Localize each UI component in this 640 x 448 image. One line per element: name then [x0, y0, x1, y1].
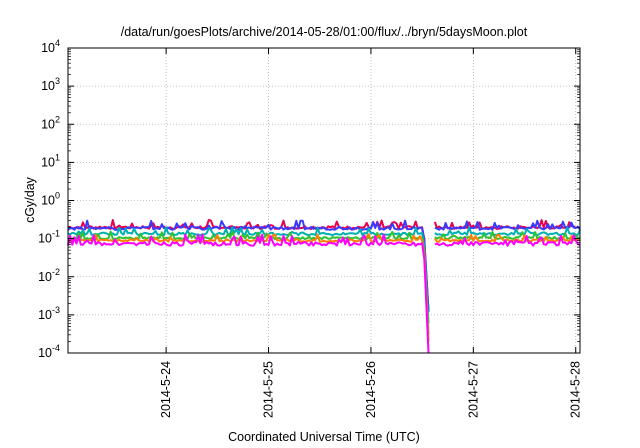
y-tick-base: 10 — [38, 270, 52, 284]
y-tick-label: 10-1 — [38, 229, 60, 246]
ticks: 10-410-310-210-11001011021031042014-5-24… — [38, 38, 583, 418]
y-tick-label: 10-2 — [38, 267, 60, 284]
y-tick-exponent: -4 — [52, 343, 60, 353]
series-line-2-a — [67, 226, 430, 324]
series-line-3-a — [67, 230, 430, 335]
y-tick-label: 10-3 — [38, 305, 60, 322]
x-tick-label: 2014-5-25 — [262, 361, 276, 418]
y-tick-exponent: -1 — [52, 229, 60, 239]
y-tick-exponent: 3 — [55, 76, 60, 86]
series-group — [67, 219, 581, 354]
chart-title: /data/run/goesPlots/archive/2014-05-28/0… — [121, 25, 528, 39]
y-axis-label: cGy/day — [23, 176, 37, 223]
x-axis-label: Coordinated Universal Time (UTC) — [228, 430, 420, 444]
series-line-1-b — [434, 219, 581, 231]
y-tick-base: 10 — [41, 79, 55, 93]
series-line-5-b — [434, 234, 581, 247]
y-tick-base: 10 — [38, 346, 52, 360]
series-line-5-a — [67, 233, 430, 354]
y-tick-base: 10 — [41, 155, 55, 169]
y-tick-base: 10 — [41, 194, 55, 208]
grid — [68, 48, 580, 353]
series-line-4-a — [67, 233, 430, 342]
series-line-2-b — [434, 226, 581, 237]
y-tick-exponent: 1 — [55, 152, 60, 162]
series-line-3-b — [434, 231, 581, 241]
x-tick-label: 2014-5-24 — [159, 361, 173, 418]
y-tick-base: 10 — [41, 117, 55, 131]
y-tick-label: 100 — [41, 191, 60, 208]
y-tick-exponent: 4 — [55, 38, 60, 48]
series-line-4-b — [434, 233, 581, 243]
y-tick-exponent: 0 — [55, 191, 60, 201]
y-tick-label: 101 — [41, 152, 60, 169]
y-tick-label: 103 — [41, 76, 60, 93]
y-tick-exponent: -2 — [52, 267, 60, 277]
y-tick-exponent: -3 — [52, 305, 60, 315]
x-tick-label: 2014-5-26 — [364, 361, 378, 418]
y-tick-base: 10 — [38, 308, 52, 322]
y-tick-base: 10 — [41, 41, 55, 55]
y-tick-exponent: 2 — [55, 114, 60, 124]
y-tick-label: 10-4 — [38, 343, 60, 360]
y-tick-label: 104 — [41, 38, 60, 55]
x-tick-label: 2014-5-27 — [466, 361, 480, 418]
x-tick-label: 2014-5-28 — [569, 361, 583, 418]
y-tick-label: 102 — [41, 114, 60, 131]
y-tick-base: 10 — [38, 232, 52, 246]
